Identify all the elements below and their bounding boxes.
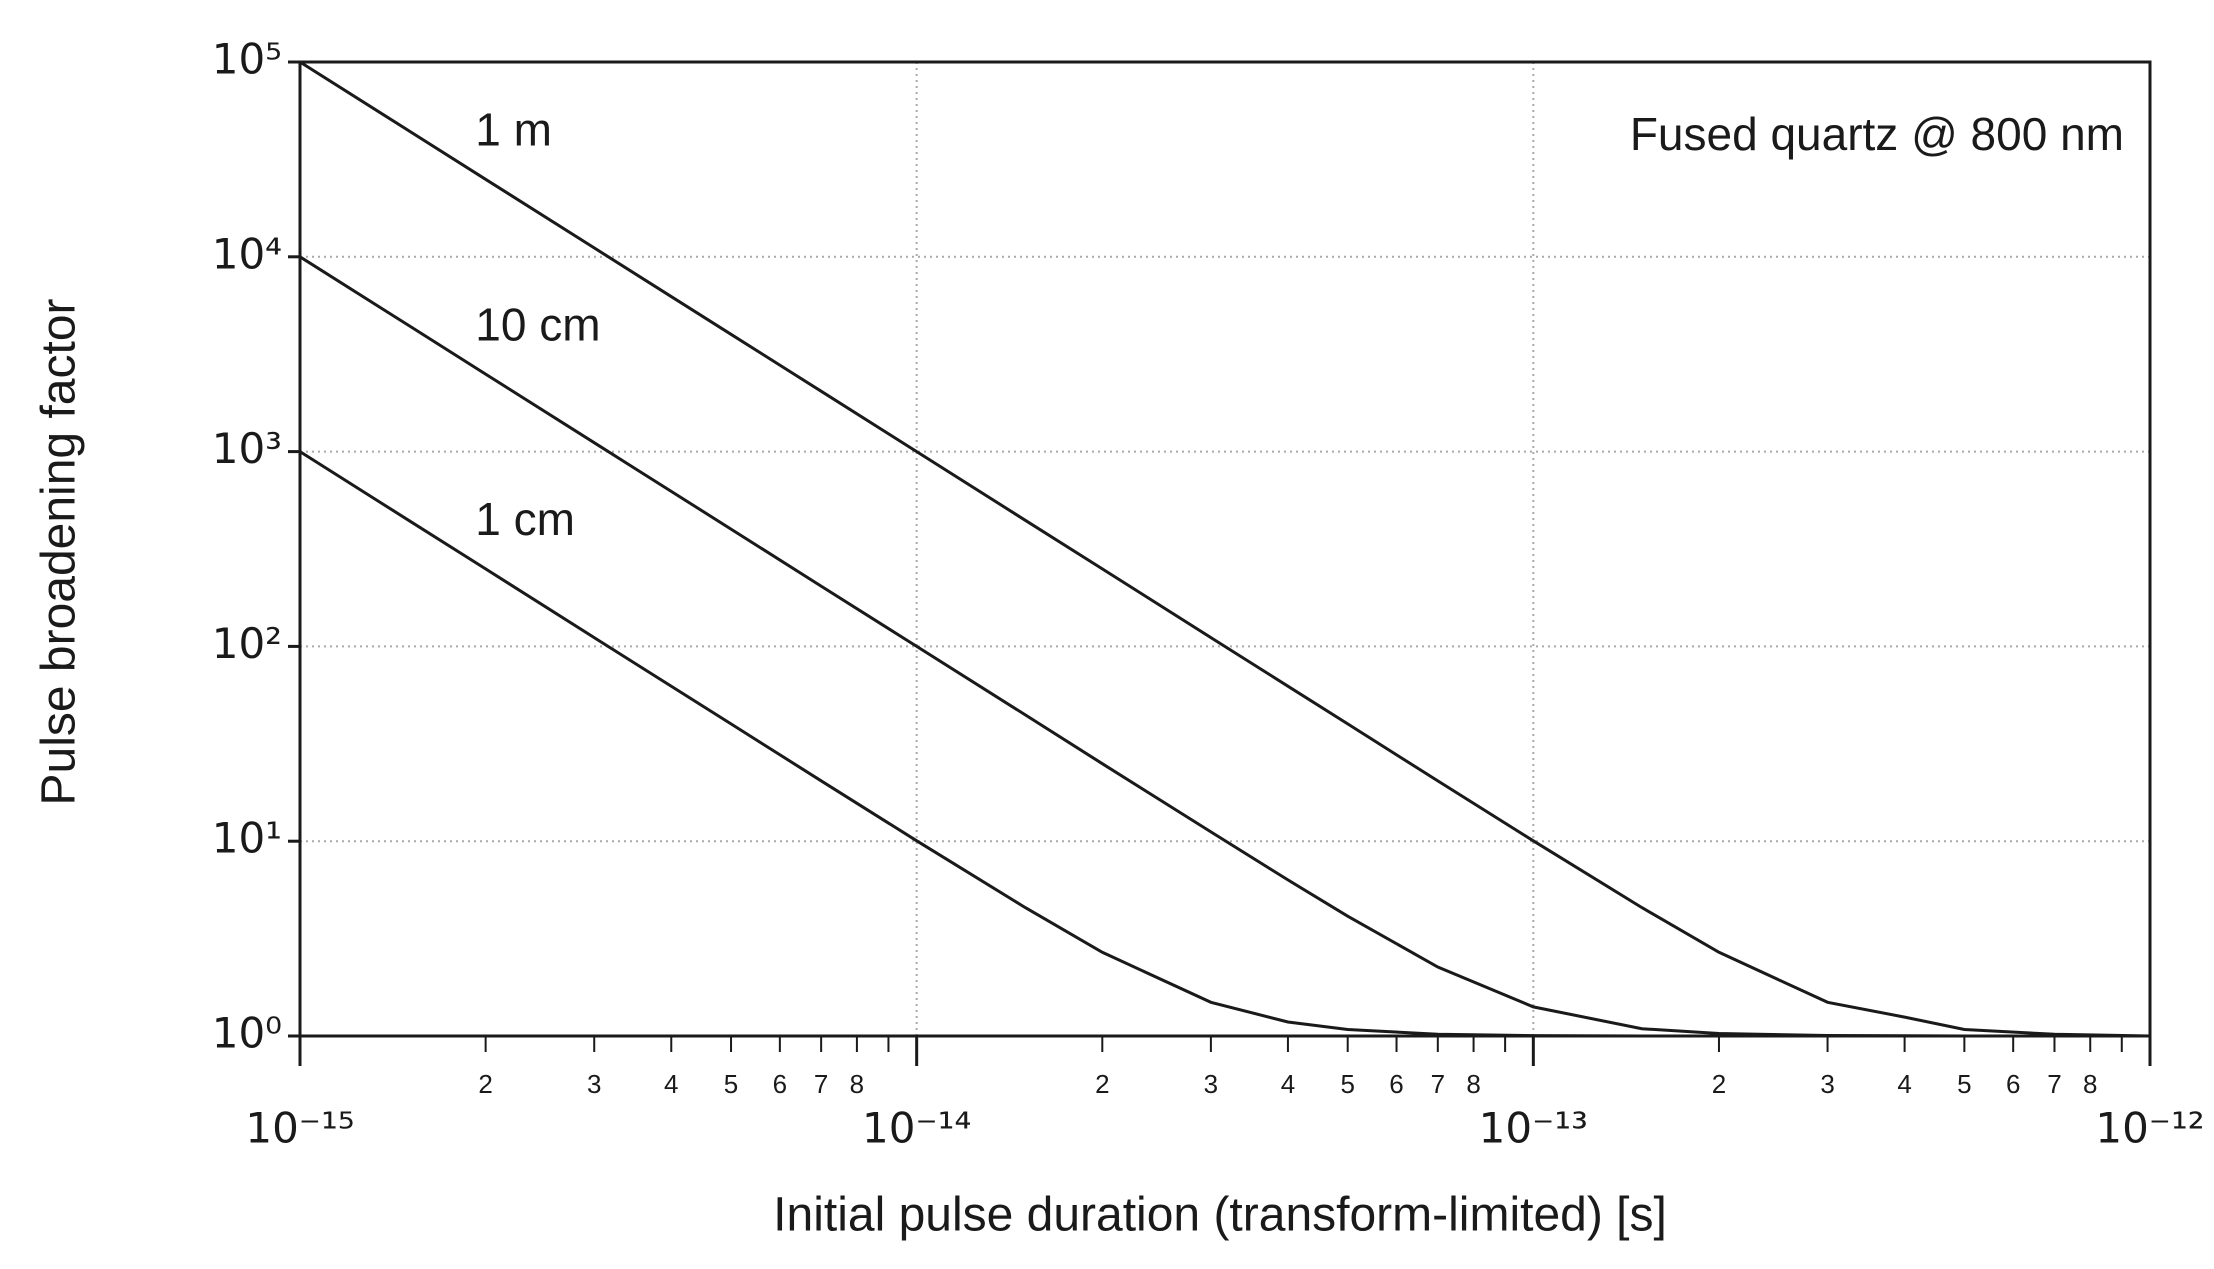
x-minor-tick-label: 5 — [1957, 1069, 1971, 1099]
series-label: 10 cm — [475, 298, 600, 350]
plot-frame — [298, 60, 2152, 1038]
x-minor-tick-label: 2 — [478, 1069, 492, 1099]
x-minor-tick-label: 3 — [1204, 1069, 1218, 1099]
x-axis-label: Initial pulse duration (transform-limite… — [773, 1189, 1667, 1242]
y-tick-label: 10³ — [212, 424, 282, 473]
x-minor-tick-label: 6 — [773, 1069, 787, 1099]
y-tick-label: 10⁴ — [212, 229, 282, 278]
x-minor-tick-label: 3 — [1820, 1069, 1834, 1099]
series-line — [299, 450, 2150, 1038]
x-tick-label: 10⁻¹⁴ — [862, 1104, 971, 1153]
series-label: 1 m — [475, 104, 552, 156]
y-tick-label: 10² — [212, 619, 282, 668]
y-axis-label: Pulse broadening factor — [33, 298, 86, 805]
x-minor-tick-label: 7 — [814, 1069, 828, 1099]
x-minor-tick-label: 8 — [1466, 1069, 1480, 1099]
x-minor-tick-label: 8 — [2083, 1069, 2097, 1099]
x-minor-tick-label: 2 — [1712, 1069, 1726, 1099]
y-tick-label: 10¹ — [212, 814, 282, 863]
x-minor-tick-label: 5 — [724, 1069, 738, 1099]
series-line — [299, 60, 2151, 1038]
annotation: Fused quartz @ 800 nm — [1630, 108, 2124, 160]
x-minor-tick-label: 4 — [664, 1069, 678, 1099]
x-minor-tick-label: 7 — [1431, 1069, 1445, 1099]
x-minor-tick-label: 7 — [2047, 1069, 2061, 1099]
x-minor-tick-label: 5 — [1340, 1069, 1354, 1099]
x-minor-tick-label: 8 — [850, 1069, 864, 1099]
y-tick-label: 10⁰ — [212, 1009, 282, 1058]
x-minor-tick-label: 4 — [1897, 1069, 1911, 1099]
x-tick-label: 10⁻¹³ — [1479, 1104, 1588, 1153]
series-label: 1 cm — [475, 493, 575, 545]
x-minor-tick-label: 3 — [587, 1069, 601, 1099]
x-tick-label: 10⁻¹⁵ — [245, 1104, 354, 1153]
x-minor-tick-label: 2 — [1095, 1069, 1109, 1099]
x-tick-label: 10⁻¹² — [2095, 1104, 2204, 1153]
y-tick-label: 10⁵ — [212, 35, 282, 84]
x-minor-tick-label: 4 — [1281, 1069, 1295, 1099]
x-minor-tick-label: 6 — [2006, 1069, 2020, 1099]
x-minor-tick-label: 6 — [1389, 1069, 1403, 1099]
